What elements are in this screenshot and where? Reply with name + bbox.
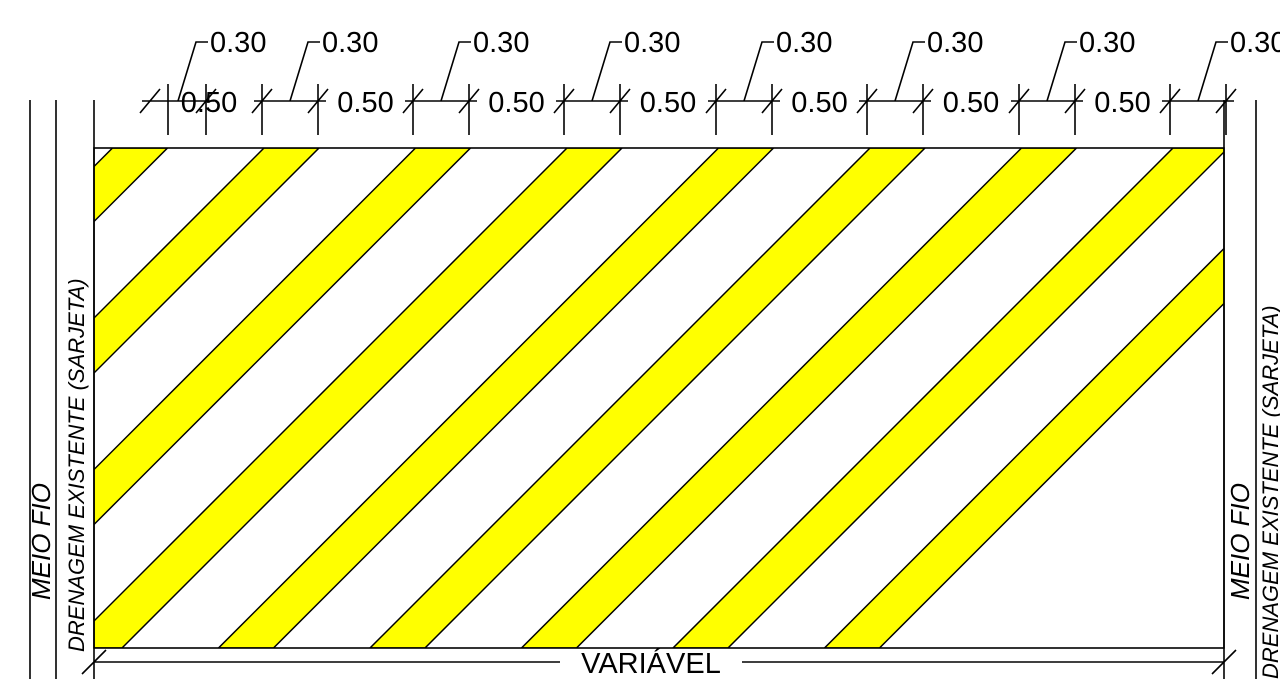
- right-drainage-label: DRENAGEM EXISTENTE (SARJETA): [1258, 305, 1280, 679]
- dim-slash: [139, 88, 161, 114]
- left-drainage-label: DRENAGEM EXISTENTE (SARJETA): [64, 278, 89, 652]
- stripe-width-label: 0.50: [640, 87, 696, 119]
- stripe-width-label: 0.50: [1094, 87, 1150, 119]
- gap-leader-line: [894, 41, 925, 102]
- dim-slash: [402, 88, 424, 114]
- gap-leader-line: [743, 41, 774, 102]
- stripe-width-label: 0.50: [488, 87, 544, 119]
- gap-width-label: 0.30: [1230, 27, 1280, 59]
- gap-leader-line: [289, 41, 320, 102]
- dim-slash: [307, 88, 329, 114]
- gap-width-label: 0.30: [776, 27, 832, 59]
- diagonal-stripes: [0, 148, 1224, 648]
- total-width-label: VARIÁVEL: [581, 647, 721, 679]
- gap-leader-line: [1197, 41, 1228, 102]
- dim-slash: [1215, 88, 1237, 114]
- stripe-width-label: 0.50: [943, 87, 999, 119]
- gap-width-label: 0.30: [210, 27, 266, 59]
- dim-slash: [761, 88, 783, 114]
- dim-slash: [705, 88, 727, 114]
- gap-width-label: 0.30: [322, 27, 378, 59]
- dim-slash: [856, 88, 878, 114]
- gap-width-label: 0.30: [624, 27, 680, 59]
- dim-slash: [553, 88, 575, 114]
- yellow-stripe-8: [217, 148, 775, 648]
- stripe-width-label: 0.50: [337, 87, 393, 119]
- gap-width-label: 0.30: [927, 27, 983, 59]
- dim-slash: [1159, 88, 1181, 114]
- yellow-stripe-3: [0, 148, 16, 648]
- yellow-stripe-6: [94, 148, 472, 526]
- total-width-dimension: VARIÁVEL: [81, 647, 1237, 679]
- dim-slash: [1008, 88, 1030, 114]
- stripe-dimension-chain: 0.30 0.30 0.30 0.30 0.30 0.30 0.30 0.30 0.50 0.50…: [139, 27, 1280, 135]
- stripe-width-label: 0.50: [181, 87, 237, 119]
- yellow-stripe-9: [368, 148, 927, 648]
- gap-leader-line: [591, 41, 622, 102]
- gap-leader-line: [177, 41, 208, 102]
- right-curb-label: MEIO FIO: [1225, 483, 1255, 600]
- gap-width-label: 0.30: [1079, 27, 1135, 59]
- left-curb-label: MEIO FIO: [26, 483, 56, 600]
- yellow-stripe-11: [671, 148, 1224, 648]
- dim-slash: [458, 88, 480, 114]
- yellow-stripe-7: [94, 148, 624, 648]
- dim-slash: [251, 88, 273, 114]
- gap-width-label: 0.30: [473, 27, 529, 59]
- stripe-width-label: 0.50: [791, 87, 847, 119]
- yellow-stripe-10: [520, 148, 1078, 648]
- dim-slash: [609, 88, 631, 114]
- dim-slash: [912, 88, 934, 114]
- yellow-stripe-5: [94, 148, 321, 375]
- gap-leader-line: [440, 41, 471, 102]
- dim-slash: [195, 88, 217, 114]
- gap-leader-line: [1046, 41, 1077, 102]
- dim-slash: [1064, 88, 1086, 114]
- yellow-stripe-4: [94, 148, 169, 223]
- yellow-stripe-12: [823, 247, 1224, 648]
